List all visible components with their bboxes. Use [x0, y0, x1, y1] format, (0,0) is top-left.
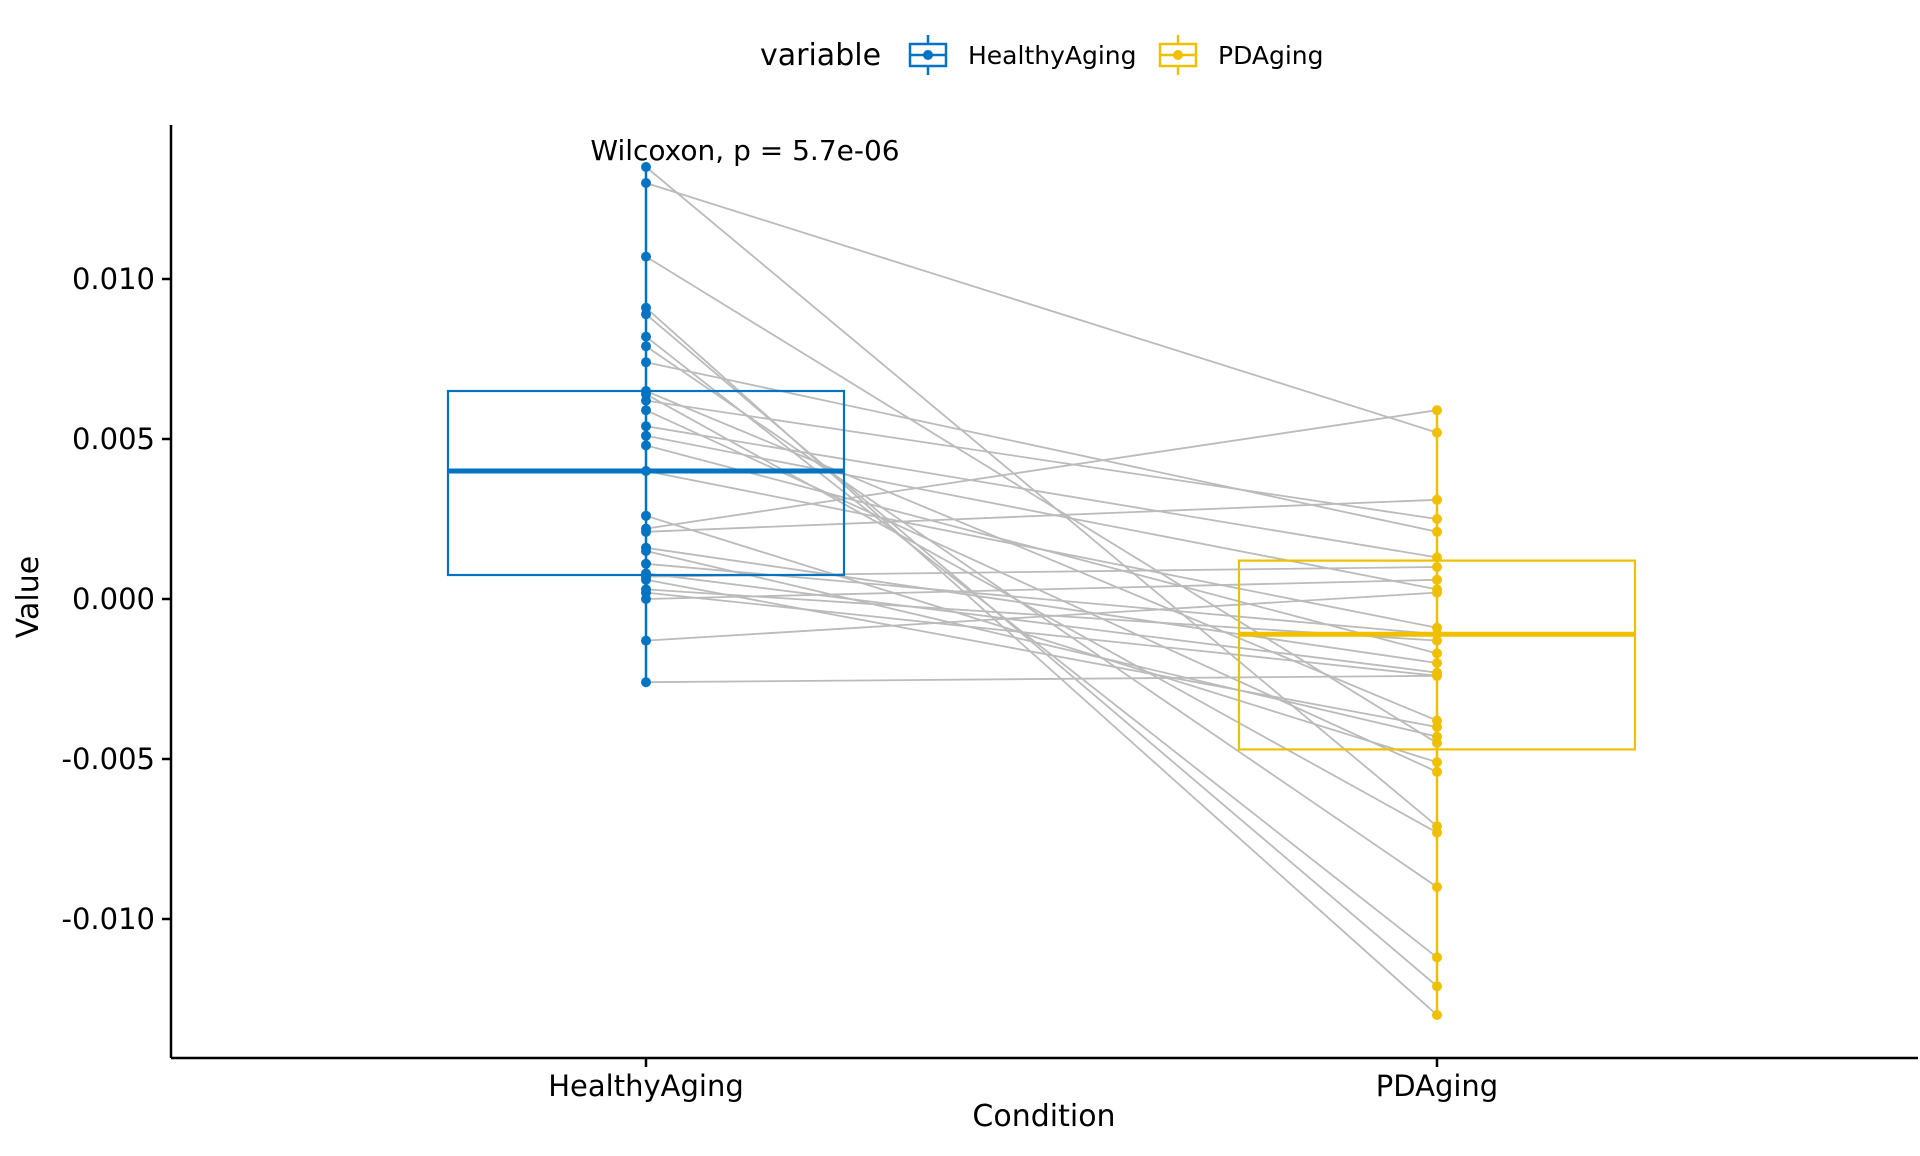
legend-title: variable: [760, 38, 881, 73]
data-point-healthyaging: [641, 440, 651, 451]
data-point-pdaging: [1432, 731, 1442, 742]
pair-line: [645, 591, 1438, 677]
data-point-healthyaging: [641, 574, 651, 585]
x-axis-title: Condition: [972, 1099, 1115, 1134]
pair-line: [645, 182, 1438, 434]
data-point-pdaging: [1432, 562, 1442, 572]
data-point-healthyaging: [641, 178, 651, 188]
y-tick-label: -0.005: [62, 742, 156, 776]
legend-key-point: [1173, 50, 1183, 60]
legend-item: PDAging: [1158, 35, 1324, 75]
data-point-pdaging: [1432, 757, 1442, 768]
x-tick-label: PDAging: [1376, 1069, 1498, 1103]
data-point-pdaging: [1432, 882, 1442, 892]
pair-line: [645, 335, 1438, 959]
data-point-pdaging: [1432, 766, 1442, 777]
legend-item: HealthyAging: [908, 35, 1137, 75]
data-point-pdaging: [1432, 952, 1442, 963]
y-tick-label: 0.000: [72, 582, 155, 616]
x-tick-label: HealthyAging: [548, 1069, 743, 1103]
legend-label: HealthyAging: [968, 41, 1137, 70]
pair-line: [645, 572, 1438, 674]
data-point-pdaging: [1432, 658, 1442, 668]
data-point-pdaging: [1432, 635, 1442, 646]
data-point-pdaging: [1432, 526, 1442, 537]
data-point-healthyaging: [641, 331, 651, 342]
y-tick-label: -0.010: [62, 902, 156, 936]
axes-layer: -0.010 -0.005 0.000 0.005 0.010 HealthyAging P…: [62, 125, 1918, 1103]
data-point-healthyaging: [641, 466, 651, 476]
data-point-pdaging: [1432, 722, 1442, 732]
data-point-healthyaging: [641, 677, 651, 688]
data-point-healthyaging: [641, 546, 651, 556]
pair-line: [645, 313, 1438, 987]
data-point-healthyaging: [641, 405, 651, 416]
data-point-healthyaging: [641, 526, 651, 537]
pair-line: [645, 393, 1438, 834]
data-point-healthyaging: [641, 510, 651, 521]
data-point-pdaging: [1432, 427, 1442, 438]
data-point-pdaging: [1432, 1010, 1442, 1020]
data-point-healthyaging: [641, 635, 651, 646]
pair-line: [645, 578, 1438, 600]
legend-key-point: [923, 50, 933, 60]
data-point-pdaging: [1432, 827, 1442, 838]
data-point-healthyaging: [641, 558, 651, 569]
data-point-pdaging: [1432, 648, 1442, 659]
pair-line: [645, 514, 1438, 764]
data-point-healthyaging: [641, 251, 651, 262]
y-tick-label: 0.010: [72, 262, 155, 296]
pair-line: [645, 409, 1438, 773]
data-point-healthyaging: [641, 162, 651, 172]
data-point-pdaging: [1432, 405, 1442, 416]
data-point-healthyaging: [641, 357, 651, 368]
data-point-healthyaging: [641, 430, 651, 441]
pair-line: [645, 591, 1438, 642]
data-point-pdaging: [1432, 514, 1442, 524]
data-point-healthyaging: [641, 594, 651, 604]
data-point-healthyaging: [641, 309, 651, 320]
pair-line: [645, 578, 1438, 728]
pair-line: [645, 166, 1438, 827]
data-point-healthyaging: [641, 395, 651, 406]
pair-line: [645, 255, 1438, 744]
test-annotation: Wilcoxon, p = 5.7e-06: [590, 134, 899, 167]
data-point-pdaging: [1432, 981, 1442, 992]
data-point-pdaging: [1432, 670, 1442, 681]
text-layer: Wilcoxon, p = 5.7e-06 Condition Value: [11, 134, 1116, 1134]
legend: variable HealthyAging PDAging: [760, 35, 1324, 75]
pair-line: [645, 390, 1438, 722]
pair-line: [645, 498, 1438, 533]
data-point-pdaging: [1432, 587, 1442, 598]
pair-line: [645, 550, 1438, 738]
pair-line: [645, 361, 1438, 533]
data-point-pdaging: [1432, 574, 1442, 585]
pair-line: [645, 470, 1438, 629]
pair-line: [645, 425, 1438, 559]
y-tick-label: 0.005: [72, 422, 155, 456]
legend-label: PDAging: [1218, 41, 1324, 70]
data-point-healthyaging: [641, 341, 651, 352]
pair-line: [645, 674, 1438, 684]
data-point-pdaging: [1432, 494, 1442, 505]
pair-line: [645, 409, 1438, 530]
y-axis-title: Value: [11, 556, 46, 638]
data-point-healthyaging: [641, 421, 651, 432]
pair-line: [645, 434, 1438, 591]
data-point-pdaging: [1432, 552, 1442, 563]
pair-line: [645, 399, 1438, 520]
points-layer: [641, 162, 1442, 1020]
pair-line: [645, 546, 1438, 664]
pair-lines-layer: [645, 166, 1438, 1016]
